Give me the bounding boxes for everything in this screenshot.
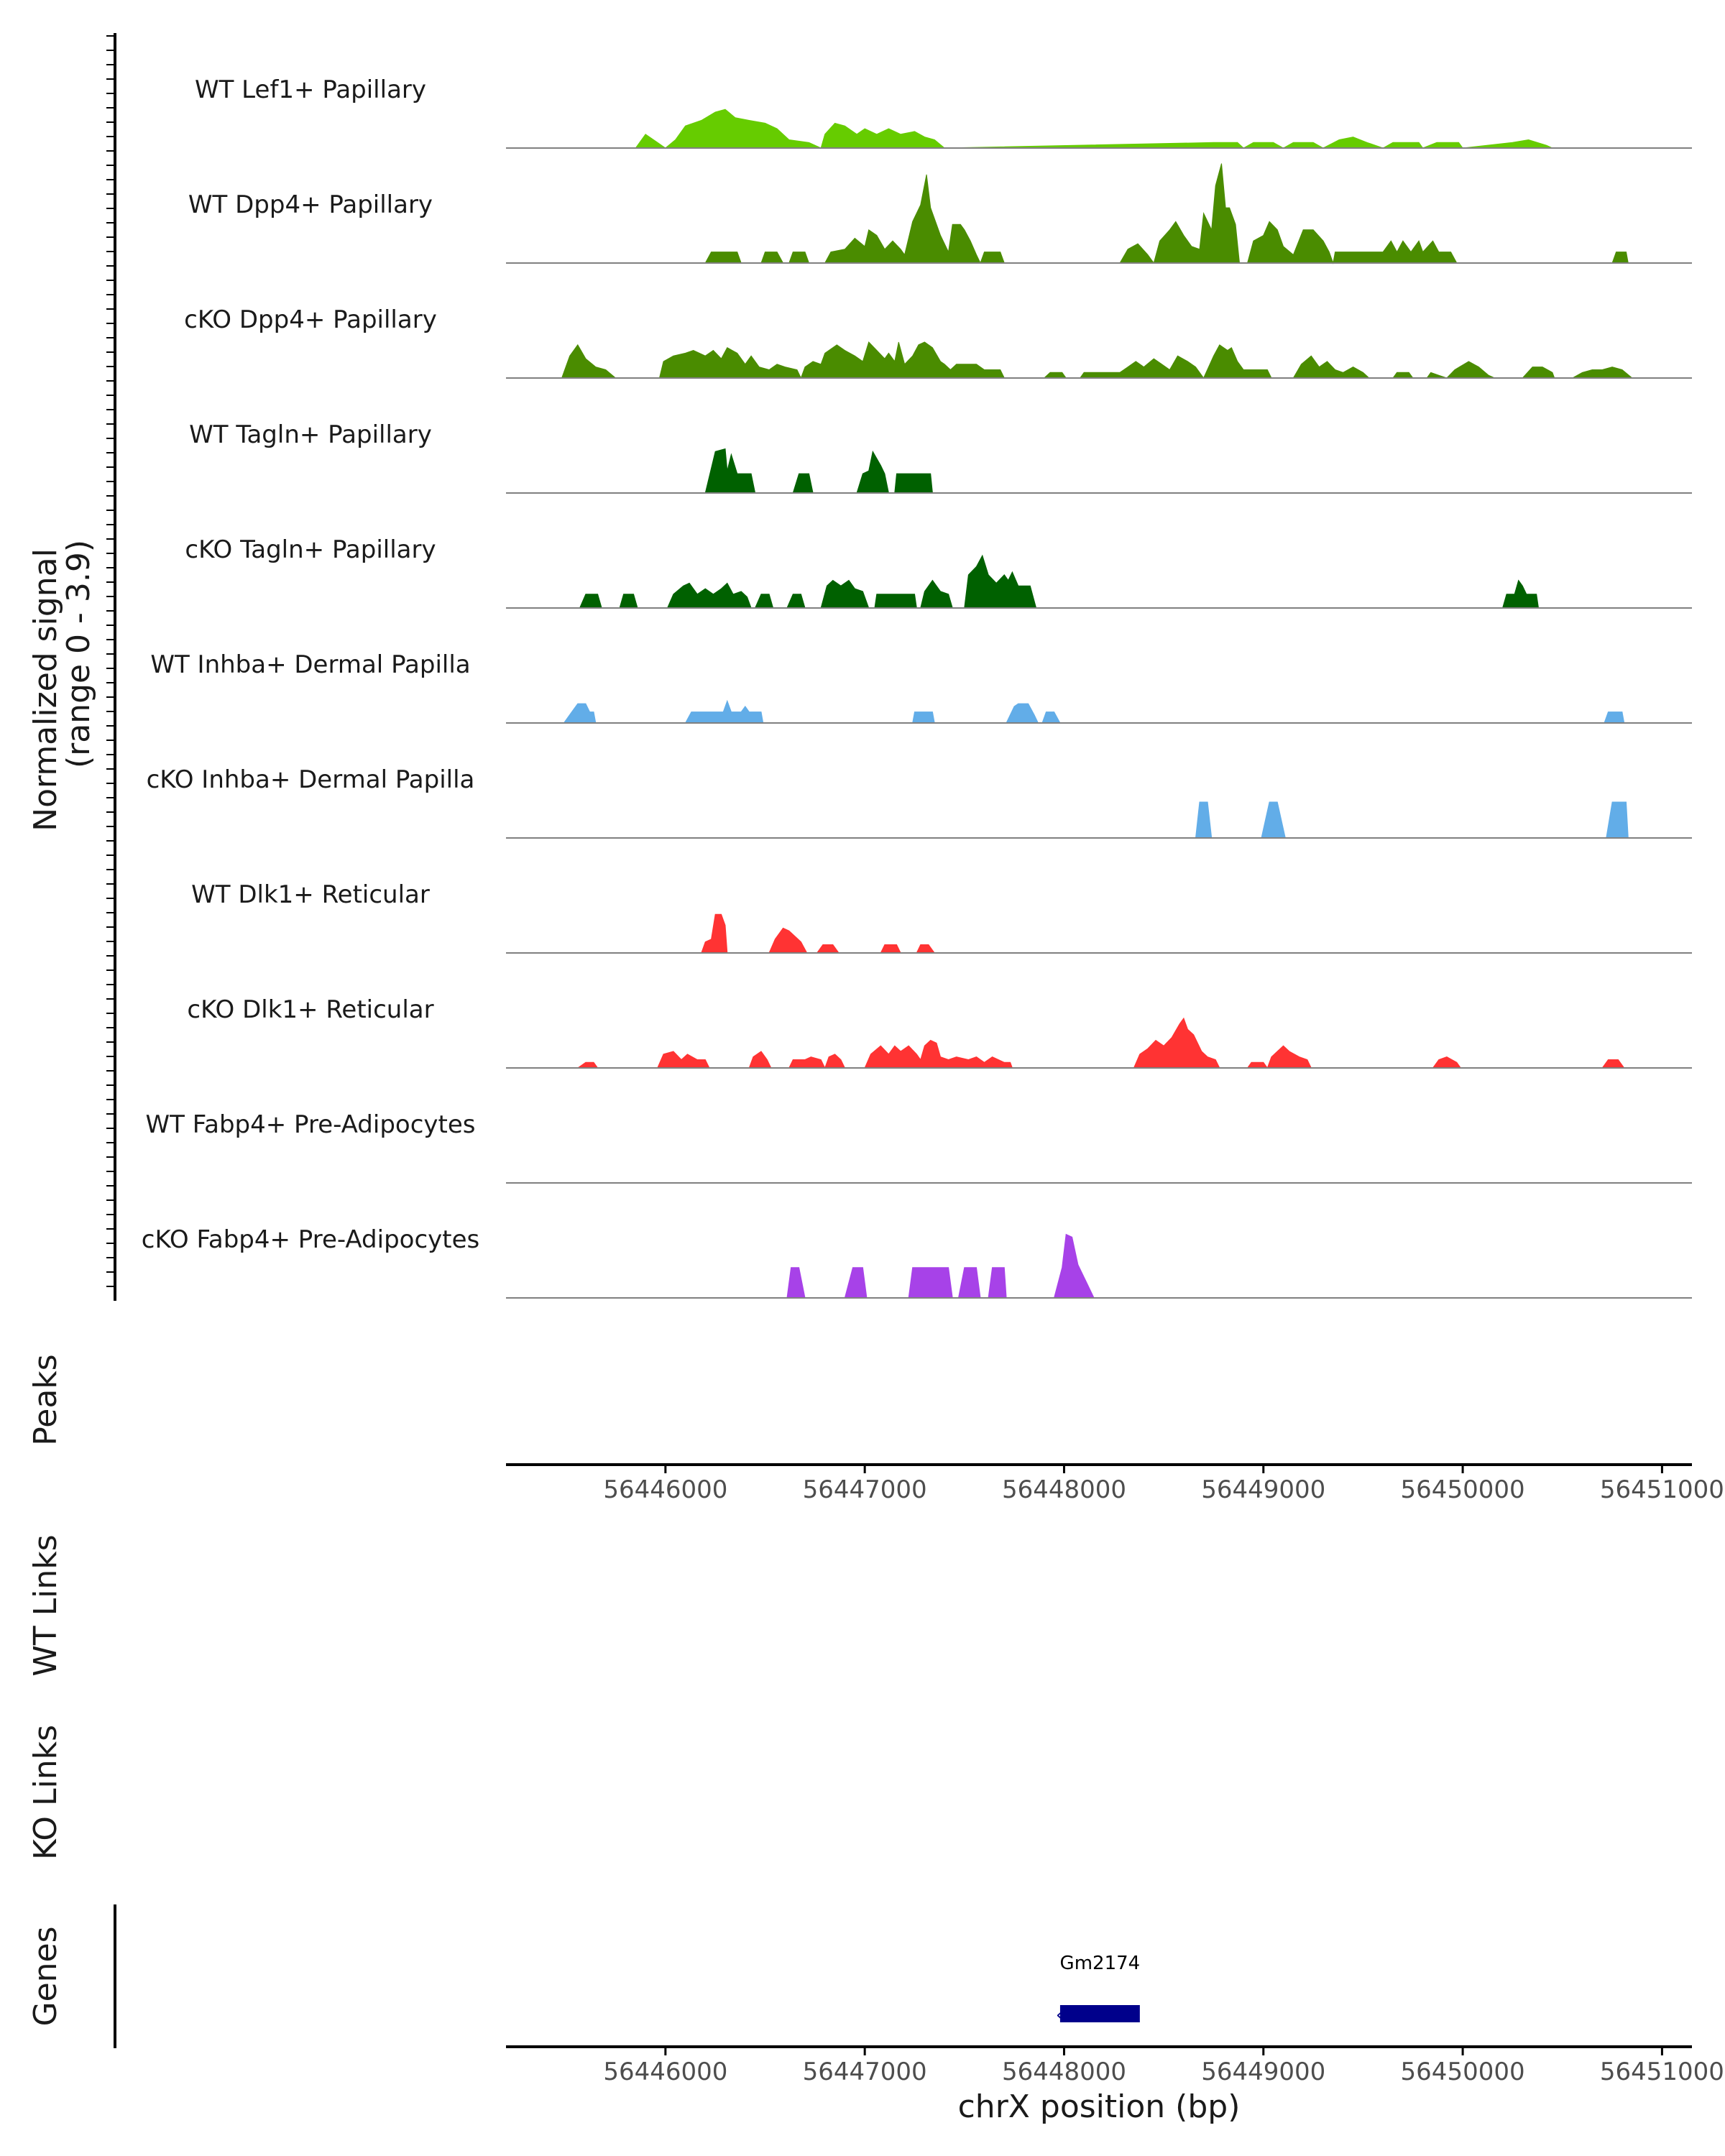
x-tick-label: 56447000 [803, 2058, 927, 2086]
track-1: WT Lef1+ Papillary [195, 75, 1692, 149]
x-axis-upper: 56446000 56447000 56448000 56449000 56450000… [603, 1465, 1724, 1504]
x-tick-label: 56448000 [1002, 2058, 1126, 2086]
track-label: WT Lef1+ Papillary [195, 75, 426, 104]
x-axis-lower: 56446000 56447000 56448000 56449000 56450000… [603, 2047, 1724, 2086]
wt-links-panel-label: WT Links [27, 1534, 64, 1676]
coverage-area [563, 699, 1625, 724]
track-label: cKO Dpp4+ Papillary [184, 305, 437, 334]
x-tick-label: 56446000 [603, 2058, 727, 2086]
track-label: WT Dlk1+ Reticular [191, 880, 430, 909]
x-tick-label: 56449000 [1201, 1475, 1325, 1504]
y-axis-title-line2: (range 0 - 3.9) [60, 540, 97, 768]
gene-label: Gm2174 [1060, 1953, 1141, 1974]
coverage-area [635, 109, 1553, 149]
track-6: WT Inhba+ Dermal Papilla [150, 650, 1692, 724]
gene-strand-arrow-icon: ‹ [1056, 2004, 1063, 2026]
x-tick-label: 56451000 [1600, 1475, 1724, 1504]
peaks-panel-label: Peaks [27, 1354, 64, 1445]
track-9: cKO Dlk1+ Reticular [187, 995, 1692, 1069]
gene-body [1059, 2005, 1140, 2022]
coverage-area [786, 1233, 1095, 1299]
genes-panel-label: Genes [27, 1926, 64, 2026]
track-label: WT Inhba+ Dermal Papilla [150, 650, 470, 679]
y-axis-ticks [106, 35, 115, 1287]
track-label: cKO Fabp4+ Pre-Adipocytes [142, 1225, 480, 1254]
ko-links-panel-label: KO Links [27, 1725, 64, 1860]
x-tick-label: 56449000 [1201, 2058, 1325, 2086]
track-label: cKO Dlk1+ Reticular [187, 995, 433, 1024]
track-8: WT Dlk1+ Reticular [191, 880, 1692, 954]
x-axis-title: chrX position (bp) [958, 2088, 1241, 2125]
x-tick-label: 56451000 [1600, 2058, 1724, 2086]
coverage-area [579, 554, 1540, 609]
track-4: WT Tagln+ Papillary [189, 420, 1692, 494]
coverage-area [1195, 801, 1629, 839]
track-label: cKO Inhba+ Dermal Papilla [147, 765, 475, 794]
track-11: cKO Fabp4+ Pre-Adipocytes [142, 1225, 1692, 1299]
coverage-area [576, 1017, 1625, 1069]
coverage-area [704, 163, 1629, 264]
x-tick-label: 56450000 [1401, 1475, 1525, 1504]
track-label: WT Tagln+ Papillary [189, 420, 432, 449]
track-2: WT Dpp4+ Papillary [188, 163, 1692, 264]
track-5: cKO Tagln+ Papillary [185, 535, 1692, 609]
track-3: cKO Dpp4+ Papillary [184, 305, 1692, 379]
x-tick-label: 56448000 [1002, 1475, 1126, 1504]
track-label: WT Dpp4+ Papillary [188, 190, 433, 219]
coverage-tracks: WT Lef1+ Papillary WT Dpp4+ Papillary cKO … [142, 75, 1692, 1299]
track-10: WT Fabp4+ Pre-Adipocytes [146, 1110, 1692, 1184]
track-label: WT Fabp4+ Pre-Adipocytes [146, 1110, 476, 1139]
track-7: cKO Inhba+ Dermal Papilla [147, 765, 1692, 839]
track-label: cKO Tagln+ Papillary [185, 535, 436, 564]
x-tick-label: 56447000 [803, 1475, 927, 1504]
coverage-area [704, 448, 933, 494]
x-tick-label: 56450000 [1401, 2058, 1525, 2086]
x-tick-label: 56446000 [603, 1475, 727, 1504]
coverage-area [701, 913, 936, 954]
y-axis-title-line1: Normalized signal [27, 548, 64, 831]
coverage-area [561, 341, 1634, 379]
